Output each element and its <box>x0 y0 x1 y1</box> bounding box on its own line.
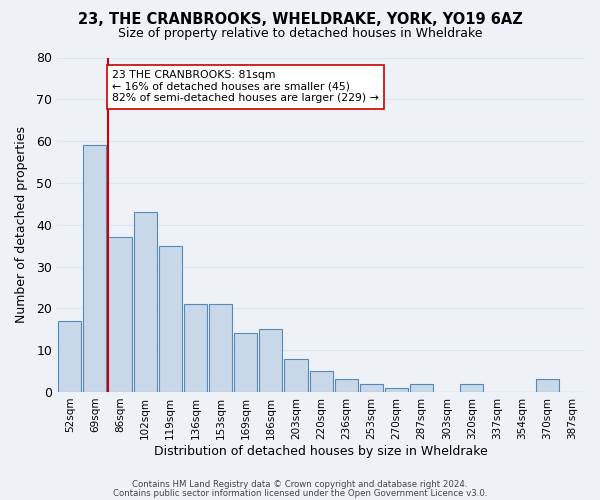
X-axis label: Distribution of detached houses by size in Wheldrake: Distribution of detached houses by size … <box>154 444 488 458</box>
Bar <box>58 321 82 392</box>
Bar <box>284 358 308 392</box>
Bar <box>234 334 257 392</box>
Bar <box>184 304 207 392</box>
Y-axis label: Number of detached properties: Number of detached properties <box>15 126 28 323</box>
Text: Contains public sector information licensed under the Open Government Licence v3: Contains public sector information licen… <box>113 489 487 498</box>
Bar <box>335 380 358 392</box>
Bar <box>209 304 232 392</box>
Bar <box>360 384 383 392</box>
Bar <box>310 371 332 392</box>
Bar <box>259 329 283 392</box>
Bar <box>410 384 433 392</box>
Bar <box>460 384 484 392</box>
Bar <box>83 146 106 392</box>
Text: 23, THE CRANBROOKS, WHELDRAKE, YORK, YO19 6AZ: 23, THE CRANBROOKS, WHELDRAKE, YORK, YO1… <box>77 12 523 28</box>
Bar <box>134 212 157 392</box>
Text: 23 THE CRANBROOKS: 81sqm
← 16% of detached houses are smaller (45)
82% of semi-d: 23 THE CRANBROOKS: 81sqm ← 16% of detach… <box>112 70 379 103</box>
Text: Size of property relative to detached houses in Wheldrake: Size of property relative to detached ho… <box>118 28 482 40</box>
Bar <box>159 246 182 392</box>
Text: Contains HM Land Registry data © Crown copyright and database right 2024.: Contains HM Land Registry data © Crown c… <box>132 480 468 489</box>
Bar <box>109 238 131 392</box>
Bar <box>385 388 408 392</box>
Bar <box>536 380 559 392</box>
